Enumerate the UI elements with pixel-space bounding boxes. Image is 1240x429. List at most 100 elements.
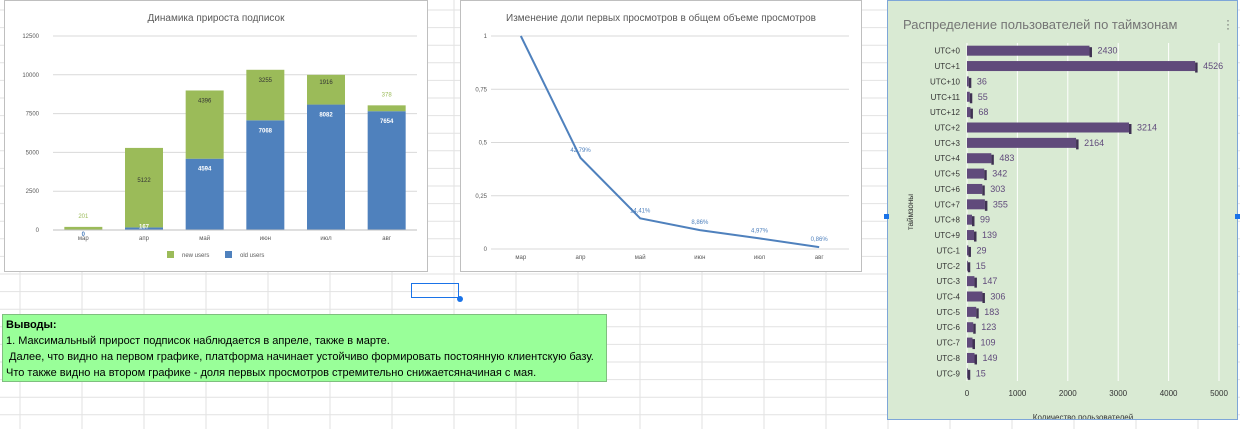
- y-tick-label: UTC+5: [934, 170, 960, 179]
- y-tick-label: UTC-9: [936, 369, 960, 378]
- bar-shadow: [1089, 47, 1092, 58]
- bar: [967, 337, 973, 348]
- bar-old-users: [125, 227, 163, 230]
- data-label: 139: [982, 230, 997, 240]
- x-tick-label: июн: [694, 255, 705, 261]
- x-tick-label: июл: [320, 236, 332, 242]
- bar: [967, 107, 971, 118]
- data-label: 55: [978, 92, 988, 102]
- chart-title: Распределение пользователей по таймзонам: [903, 17, 1178, 32]
- x-tick-label: апр: [576, 255, 587, 261]
- conclusions-heading: Выводы:: [6, 319, 57, 331]
- bar: [967, 183, 983, 194]
- data-label: 4526: [1203, 61, 1223, 71]
- legend-label: old users: [240, 253, 264, 259]
- y-tick-label: UTC-4: [936, 293, 960, 302]
- y-tick-label: UTC-2: [936, 262, 960, 271]
- y-tick-label: UTC+0: [934, 47, 960, 56]
- y-tick-label: UTC-5: [936, 308, 960, 317]
- y-tick-label: 0,75: [475, 87, 487, 93]
- timezone-distribution-chart[interactable]: Распределение пользователей по таймзонам…: [887, 0, 1238, 422]
- x-tick-label: 5000: [1210, 389, 1228, 398]
- data-label-old-users: 0: [82, 232, 86, 238]
- bar: [967, 245, 969, 256]
- chart-menu-icon[interactable]: · · ·: [1226, 13, 1230, 35]
- bar: [967, 214, 972, 225]
- data-label: 8,86%: [691, 220, 709, 226]
- data-label: 29: [976, 245, 986, 255]
- bar-shadow: [974, 354, 978, 365]
- x-tick-label: мар: [515, 255, 526, 261]
- y-tick-label: 0: [36, 228, 40, 234]
- subscriptions-growth-chart[interactable]: Динамика прироста подписок 0 2500 5000 7500…: [4, 0, 428, 272]
- bar: [967, 260, 968, 271]
- bar-shadow: [968, 246, 971, 257]
- y-tick-label: UTC+4: [934, 154, 960, 163]
- bar: [967, 306, 977, 317]
- bar: [967, 153, 992, 164]
- bar-old-users: [367, 111, 406, 230]
- bar-shadow: [974, 231, 977, 242]
- y-tick-label: UTC+1: [934, 62, 960, 71]
- chart-resize-handle[interactable]: [884, 214, 889, 219]
- data-label: 2430: [1097, 46, 1117, 56]
- data-label-new-users: 5122: [137, 178, 151, 184]
- legend-label: new users: [182, 253, 209, 259]
- data-label: 303: [990, 184, 1005, 194]
- bar-shadow: [984, 170, 987, 181]
- data-label: 0,86%: [811, 237, 829, 243]
- chart-resize-handle[interactable]: [1235, 214, 1240, 219]
- data-label: 68: [978, 107, 988, 117]
- horizontal-bar-plot: 0 1000 2000 3000 4000 5000 UTC+0 2430 UTC+1 4526 U…: [906, 43, 1228, 422]
- data-label-new-users: 3255: [259, 78, 273, 84]
- bar-new-users: [64, 226, 103, 230]
- selected-cell[interactable]: [411, 283, 459, 298]
- bar-shadow: [982, 293, 985, 303]
- data-label: 123: [981, 322, 996, 332]
- y-tick-label: 0,25: [475, 194, 487, 200]
- data-label-old-users: 7654: [380, 119, 394, 125]
- x-tick-label: 1000: [1009, 389, 1027, 398]
- chart-title: Изменение доли первых просмотров в общем…: [506, 13, 816, 24]
- bar-shadow: [991, 154, 994, 165]
- y-tick-label: UTC-8: [936, 354, 960, 363]
- y-tick-label: 0,5: [479, 141, 488, 147]
- bar: [967, 276, 975, 287]
- line-plot: 0 0,25 0,5 0,75 1 мар апр май июн июл авг 42,79% 14,…: [475, 34, 849, 261]
- data-label: 149: [983, 353, 998, 363]
- fill-handle[interactable]: [457, 296, 463, 302]
- bar: [967, 137, 1077, 148]
- y-tick-label: UTC+9: [934, 231, 960, 240]
- x-tick-label: авг: [382, 236, 392, 242]
- y-tick-label: UTC-6: [936, 323, 960, 332]
- stacked-bar-plot: 02500500075001000012500мар0201апр1675122…: [22, 34, 417, 259]
- bar-new-users: [307, 74, 345, 105]
- y-tick-label: UTC+7: [934, 200, 960, 209]
- x-tick-label: июл: [754, 255, 766, 261]
- data-label: 42,79%: [570, 148, 591, 154]
- first-views-share-chart[interactable]: Изменение доли первых просмотров в общем…: [460, 0, 862, 272]
- bar-shadow: [969, 93, 973, 104]
- y-tick-label: UTC+2: [934, 124, 960, 133]
- bar-shadow: [982, 185, 985, 196]
- bar: [967, 76, 969, 87]
- chart-title: Динамика прироста подписок: [147, 13, 285, 24]
- bar-shadow: [976, 308, 979, 319]
- conclusion-line: Далее, что видно на первом графике, плат…: [6, 351, 594, 363]
- data-label: 36: [977, 76, 987, 86]
- y-axis-title: таймзоны: [906, 194, 915, 230]
- bar-shadow: [967, 369, 971, 380]
- data-label-old-users: 8082: [319, 113, 333, 119]
- conclusions-box: Выводы: 1. Максимальный прирост подписок…: [2, 314, 607, 382]
- bar-old-users: [307, 104, 345, 230]
- bar: [967, 322, 974, 333]
- bar-shadow: [974, 277, 977, 288]
- bar-old-users: [246, 120, 285, 230]
- data-label-old-users: 4594: [198, 167, 212, 173]
- bar: [967, 291, 983, 302]
- conclusion-line: 1. Максимальный прирост подписок наблюда…: [6, 335, 390, 347]
- y-tick-label: 7500: [26, 112, 40, 118]
- data-label: 109: [980, 338, 995, 348]
- y-tick-label: UTC+12: [930, 108, 961, 117]
- bar: [967, 91, 970, 102]
